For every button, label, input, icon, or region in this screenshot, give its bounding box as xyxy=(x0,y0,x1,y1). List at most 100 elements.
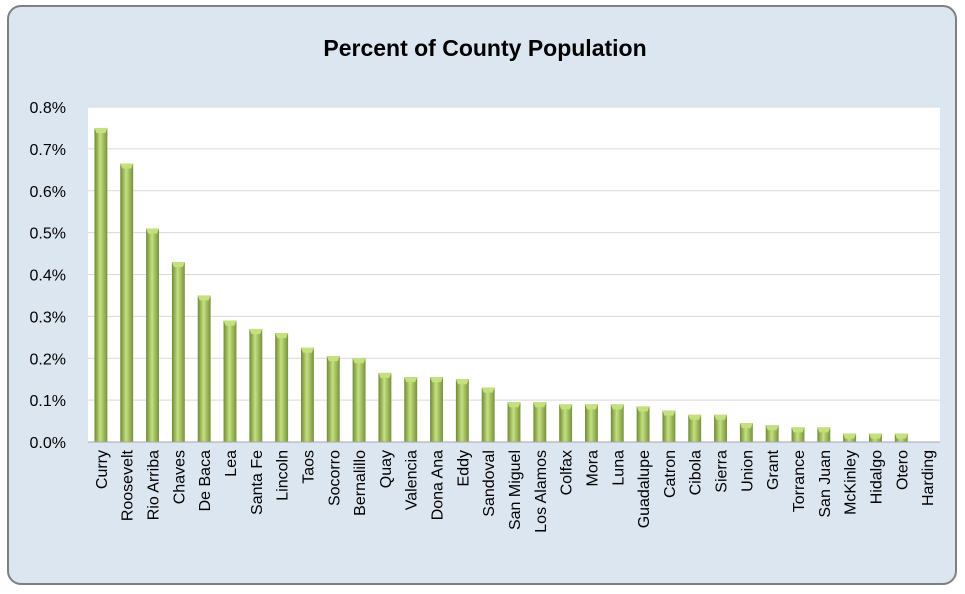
x-tick-label: Lincoln xyxy=(275,450,292,501)
bar-cap xyxy=(430,377,443,383)
x-tick-label: Roosevelt xyxy=(120,449,137,521)
bar xyxy=(326,356,340,442)
bar xyxy=(378,372,392,442)
x-tick-label: De Baca xyxy=(197,450,214,511)
bar-body xyxy=(507,402,521,442)
bar-cap xyxy=(610,404,624,410)
bar-cap xyxy=(352,358,366,364)
bar xyxy=(197,295,211,442)
bar xyxy=(455,379,469,442)
bar-cap xyxy=(714,414,727,420)
bar-cap xyxy=(378,372,392,378)
x-tick-label: Sierra xyxy=(714,450,731,493)
bar-cap xyxy=(94,127,108,133)
bar xyxy=(146,228,159,442)
bar-body xyxy=(197,295,211,442)
chart-title: Percent of County Population xyxy=(323,35,646,61)
x-tick-label: Chaves xyxy=(171,450,188,504)
x-tick-label: Mora xyxy=(584,450,601,487)
bar-body xyxy=(559,404,573,442)
bar-cap xyxy=(894,433,908,439)
bar xyxy=(636,406,650,442)
bar-cap xyxy=(171,261,185,267)
bar-body xyxy=(688,414,702,442)
x-tick-label: Lea xyxy=(223,450,240,477)
x-tick-label: Bernalillo xyxy=(352,450,369,516)
bar-body xyxy=(171,261,185,442)
y-tick-label: 0.8% xyxy=(30,100,66,117)
bar-cap xyxy=(404,377,418,383)
bar-body xyxy=(714,414,727,442)
bar-body xyxy=(120,163,134,442)
y-tick-label: 0.3% xyxy=(30,309,66,326)
y-tick-label: 0.7% xyxy=(30,142,66,159)
x-tick-label: Dona Ana xyxy=(430,450,447,520)
bar-body xyxy=(610,404,624,442)
bar-cap xyxy=(455,379,469,385)
bar-body xyxy=(533,402,547,442)
x-tick-label: Harding xyxy=(920,450,937,506)
bar-cap xyxy=(739,423,753,429)
bar xyxy=(352,358,366,442)
bar-cap xyxy=(662,410,676,416)
bar xyxy=(301,347,314,442)
bar xyxy=(507,402,521,442)
x-tick-label: San Juan xyxy=(817,450,834,518)
y-tick-label: 0.5% xyxy=(30,226,66,243)
bar xyxy=(249,328,263,442)
bar xyxy=(765,425,779,442)
bar xyxy=(481,387,495,442)
x-tick-label: Hidalgo xyxy=(868,450,885,504)
bar xyxy=(533,402,547,442)
bar-body xyxy=(636,406,650,442)
bar-body xyxy=(146,228,159,442)
bar-body xyxy=(585,404,598,442)
bar-cap xyxy=(765,425,779,431)
bar xyxy=(120,163,134,442)
y-tick-label: 0.0% xyxy=(30,435,66,452)
bar-body xyxy=(481,387,495,442)
bar xyxy=(559,404,573,442)
bar-cap xyxy=(249,328,263,334)
x-tick-label: Socorro xyxy=(326,450,343,506)
bar-body xyxy=(249,328,263,442)
x-tick-label: Valencia xyxy=(404,450,421,510)
x-tick-label: Torrance xyxy=(791,450,808,512)
bar-cap xyxy=(869,433,882,439)
bar-cap xyxy=(275,333,289,339)
bar-cap xyxy=(481,387,495,393)
bar-cap xyxy=(817,427,831,433)
bar xyxy=(739,423,753,442)
y-tick-label: 0.1% xyxy=(30,393,66,410)
x-tick-label: Catron xyxy=(662,450,679,498)
bar-cap xyxy=(326,356,340,362)
bar xyxy=(869,433,882,442)
y-tick-label: 0.6% xyxy=(30,184,66,201)
x-tick-label: San Miguel xyxy=(507,450,524,530)
bar xyxy=(585,404,598,442)
x-tick-label: Colfax xyxy=(559,450,576,495)
bar xyxy=(662,410,676,442)
bar-body xyxy=(326,356,340,442)
bar xyxy=(223,320,237,442)
bar-body xyxy=(662,410,676,442)
bar xyxy=(430,377,443,442)
x-tick-label: Quay xyxy=(378,450,395,488)
bar-body xyxy=(223,320,237,442)
bar-cap xyxy=(301,347,314,353)
bar-body xyxy=(275,333,289,442)
bar-cap xyxy=(533,402,547,408)
x-tick-label: Otero xyxy=(894,450,911,490)
bar-body xyxy=(430,377,443,442)
bar-body xyxy=(378,372,392,442)
bar xyxy=(791,427,805,442)
bar-cap xyxy=(223,320,237,326)
bar-cap xyxy=(791,427,805,433)
bar-cap xyxy=(636,406,650,412)
bar-cap xyxy=(197,295,211,301)
bar-cap xyxy=(843,433,857,439)
x-tick-label: Cibola xyxy=(688,450,705,495)
bar-body xyxy=(455,379,469,442)
x-tick-label: Eddy xyxy=(455,450,472,486)
